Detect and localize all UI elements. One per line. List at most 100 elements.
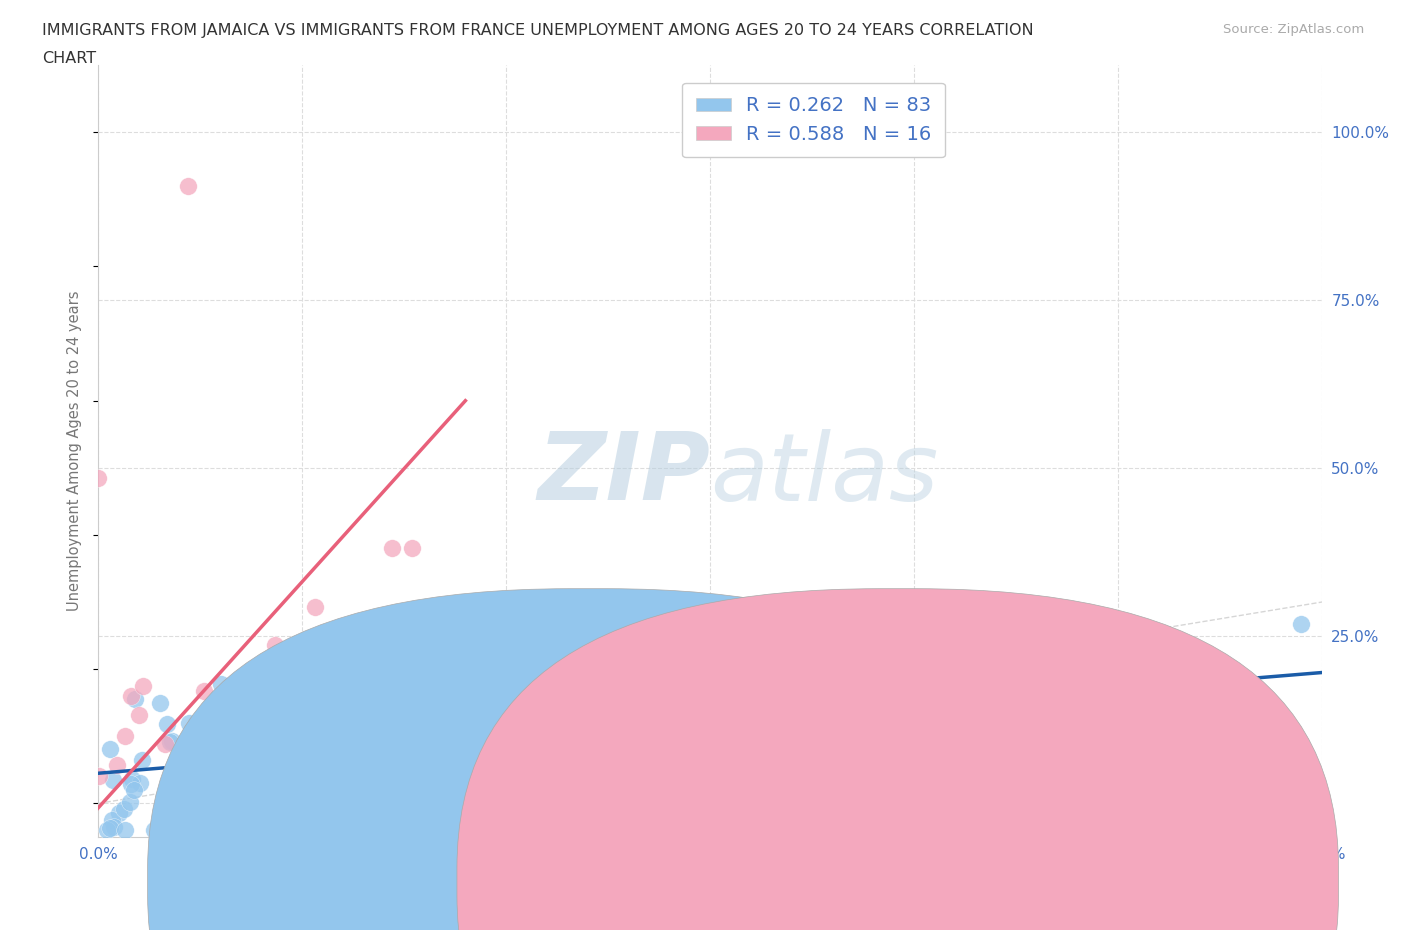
Point (214, 787, 236, 802)
Point (541, 725, 564, 740)
Text: ZIP: ZIP (537, 428, 710, 520)
Point (132, 678, 155, 693)
Point (346, 740, 368, 755)
Point (162, 734, 184, 749)
Point (120, 689, 142, 704)
Point (112, 802, 135, 817)
Point (118, 794, 141, 809)
Point (87, 471, 110, 485)
Point (287, 711, 309, 726)
Point (176, 751, 198, 765)
Point (155, 804, 177, 819)
Point (249, 789, 271, 804)
Point (1291, 617, 1313, 631)
Point (98, 742, 121, 757)
Point (98, 820, 121, 835)
Point (120, 777, 142, 791)
Point (166, 777, 188, 791)
Point (934, 671, 956, 685)
Point (399, 754, 422, 769)
Point (222, 714, 245, 729)
Point (368, 737, 391, 752)
Point (276, 653, 298, 668)
Point (122, 783, 145, 798)
Point (380, 804, 402, 819)
Point (153, 802, 176, 817)
Point (264, 736, 287, 751)
Point (402, 769, 425, 784)
Point (173, 819, 195, 834)
Point (202, 724, 225, 739)
Point (87, 768, 110, 783)
Point (263, 772, 285, 787)
Point (361, 777, 384, 792)
Point (717, 642, 740, 657)
Point (114, 728, 136, 743)
Point (645, 775, 668, 790)
Point (613, 788, 636, 803)
Point (494, 732, 516, 747)
Point (401, 541, 423, 556)
Point (395, 785, 418, 800)
Point (159, 735, 181, 750)
Point (177, 179, 200, 193)
Point (264, 734, 287, 749)
Point (319, 745, 342, 760)
Point (121, 772, 143, 787)
Point (209, 752, 232, 767)
Point (211, 730, 233, 745)
Text: Immigrants from France: Immigrants from France (928, 871, 1112, 886)
Point (747, 739, 769, 754)
Text: CHART: CHART (42, 51, 96, 66)
Point (209, 677, 232, 692)
Point (433, 756, 456, 771)
Point (100, 812, 122, 827)
Point (155, 716, 177, 731)
Point (430, 817, 453, 831)
Point (105, 757, 128, 772)
Point (262, 758, 284, 773)
Point (193, 684, 215, 698)
Point (190, 770, 212, 785)
Legend: R = 0.262   N = 83, R = 0.588   N = 16: R = 0.262 N = 83, R = 0.588 N = 16 (682, 83, 945, 157)
Point (755, 812, 778, 827)
Text: Source: ZipAtlas.com: Source: ZipAtlas.com (1223, 23, 1364, 36)
Point (524, 680, 547, 695)
Point (160, 784, 183, 799)
Point (215, 733, 238, 748)
Point (197, 803, 219, 817)
Y-axis label: Unemployment Among Ages 20 to 24 years: Unemployment Among Ages 20 to 24 years (67, 291, 83, 611)
Point (592, 728, 614, 743)
Point (246, 792, 269, 807)
Point (364, 795, 387, 810)
Point (264, 638, 287, 653)
Point (143, 823, 166, 838)
Point (114, 823, 136, 838)
Point (103, 819, 125, 834)
Point (219, 716, 242, 731)
Text: IMMIGRANTS FROM JAMAICA VS IMMIGRANTS FROM FRANCE UNEMPLOYMENT AMONG AGES 20 TO : IMMIGRANTS FROM JAMAICA VS IMMIGRANTS FR… (42, 23, 1033, 38)
Point (170, 804, 193, 819)
Point (235, 685, 257, 700)
Point (131, 752, 153, 767)
Point (218, 750, 240, 764)
Text: atlas: atlas (710, 429, 938, 520)
Point (651, 736, 673, 751)
Point (186, 715, 208, 730)
Point (96, 823, 118, 838)
Point (153, 737, 176, 751)
Point (287, 723, 309, 737)
Point (108, 806, 131, 821)
Point (188, 768, 211, 783)
Point (475, 779, 498, 794)
Point (149, 696, 172, 711)
Point (434, 783, 457, 798)
Point (128, 708, 150, 723)
Point (176, 766, 198, 781)
Text: Immigrants from Jamaica: Immigrants from Jamaica (619, 871, 811, 886)
Point (315, 755, 337, 770)
Point (304, 599, 326, 614)
Point (222, 724, 245, 739)
Point (103, 773, 125, 788)
Point (318, 751, 340, 765)
